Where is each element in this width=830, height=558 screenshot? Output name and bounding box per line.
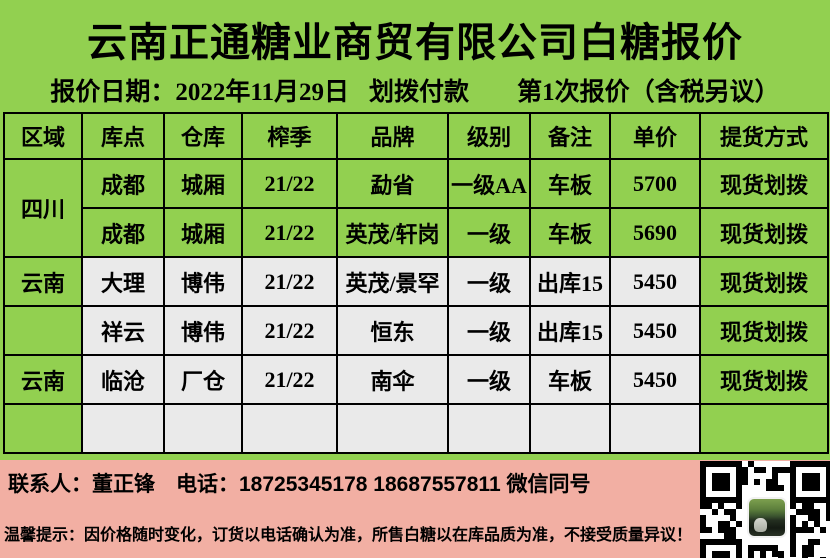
header-cell: 仓库	[163, 112, 243, 160]
table-cell: 一级AA	[447, 158, 531, 209]
table-row	[3, 403, 829, 454]
table-cell: 四川	[3, 158, 83, 258]
table-cell: 大理	[81, 256, 165, 307]
table-row: 四川 成都 城厢 21/22 勐省 一级AA 车板 5700 现货划拨	[3, 158, 829, 258]
page-title: 云南正通糖业商贸有限公司白糖报价	[87, 20, 743, 65]
table-cell: 5450	[609, 256, 701, 307]
table-cell: 车板	[529, 354, 611, 405]
table-cell	[336, 403, 449, 454]
table-cell: 城厢	[163, 207, 243, 258]
table-cell: 5450	[609, 305, 701, 356]
table-cell: 出库15	[529, 256, 611, 307]
table-cell: 现货划拨	[699, 305, 829, 356]
table-cell	[163, 403, 243, 454]
notice-line: 温馨提示：因价格随时变化，订货以电话确认为准，所售白糖以在库品质为准，不接受质量…	[4, 527, 693, 544]
price-table: 区域 库点 仓库 榨季 品牌 级别 备注 单价 提货方式 四川 成都 城厢 21/22 勐省 一级AA 车板…	[3, 112, 829, 454]
header-cell: 级别	[447, 112, 531, 160]
table-cell	[3, 305, 83, 356]
price-table-body: 四川 成都 城厢 21/22 勐省 一级AA 车板 5700 现货划拨 成都 城厢 21/22 英茂/轩…	[3, 158, 829, 454]
header-cell: 备注	[529, 112, 611, 160]
table-cell: 成都	[81, 158, 165, 209]
table-row: 云南 大理 博伟 21/22 英茂/景罕 一级 出库15 5450 现货划拨	[3, 256, 829, 307]
contact-line: 联系人：董正锋 电话：18725345178 18687557811 微信同号	[8, 473, 591, 496]
table-cell	[81, 403, 165, 454]
quote-date: 报价日期：2022年11月29日	[50, 79, 350, 106]
table-cell: 车板	[529, 158, 611, 209]
table-cell: 5700	[609, 158, 701, 209]
table-cell: 现货划拨	[699, 158, 829, 209]
table-cell: 厂仓	[163, 354, 243, 405]
header-cell: 单价	[609, 112, 701, 160]
table-cell: 一级	[447, 256, 531, 307]
table-cell: 21/22	[241, 207, 338, 258]
table-row: 成都 城厢 21/22 英茂/轩岗 一级 车板 5690 现货划拨	[4, 207, 829, 258]
header-cell: 品牌	[336, 112, 449, 160]
table-row: 祥云 博伟 21/22 恒东 一级 出库15 5450 现货划拨	[3, 305, 829, 356]
header-cell: 库点	[81, 112, 165, 160]
table-cell	[447, 403, 531, 454]
table-cell: 现货划拨	[699, 354, 829, 405]
table-row: 云南 临沧 厂仓 21/22 南伞 一级 车板 5450 现货划拨	[3, 354, 829, 405]
quote-meta-line: 报价日期：2022年11月29日 划拨付款 第1次报价（含税另议）	[0, 72, 830, 108]
table-cell: 21/22	[241, 354, 338, 405]
table-cell: 一级	[447, 207, 531, 258]
table-cell: 祥云	[81, 305, 165, 356]
table-cell: 英茂/景罕	[336, 256, 449, 307]
qr-center-logo-icon	[747, 497, 787, 538]
footer-band: 联系人：董正锋 电话：18725345178 18687557811 微信同号 …	[0, 460, 830, 558]
table-cell: 南伞	[336, 354, 449, 405]
qr-pattern	[700, 461, 830, 558]
header-cell: 榨季	[241, 112, 338, 160]
table-cell: 21/22	[241, 256, 338, 307]
table-cell: 博伟	[163, 256, 243, 307]
header-cell: 区域	[3, 112, 83, 160]
header-row: 区域 库点 仓库 榨季 品牌 级别 备注 单价 提货方式	[3, 112, 829, 160]
table-cell: 恒东	[336, 305, 449, 356]
table-cell: 临沧	[81, 354, 165, 405]
table-cell	[241, 403, 338, 454]
table-cell: 一级	[447, 354, 531, 405]
quote-round: 第1次报价（含税另议）	[517, 79, 780, 106]
table-cell: 勐省	[336, 158, 449, 209]
table-cell	[609, 403, 701, 454]
table-cell: 5450	[609, 354, 701, 405]
table-cell: 云南	[3, 354, 83, 405]
table-cell: 21/22	[241, 305, 338, 356]
wechat-qr-code-icon	[700, 461, 830, 558]
header-cell: 提货方式	[699, 112, 829, 160]
payment-method: 划拨付款	[369, 79, 470, 106]
table-cell: 5690	[609, 207, 701, 258]
table-cell: 21/22	[241, 158, 338, 209]
table-cell: 现货划拨	[699, 256, 829, 307]
table-cell: 出库15	[529, 305, 611, 356]
table-cell: 城厢	[163, 158, 243, 209]
table-cell: 博伟	[163, 305, 243, 356]
table-cell: 英茂/轩岗	[336, 207, 449, 258]
table-cell: 现货划拨	[699, 207, 829, 258]
table-cell	[3, 403, 83, 454]
table-cell	[699, 403, 829, 454]
table-cell	[529, 403, 611, 454]
table-cell: 一级	[447, 305, 531, 356]
table-cell: 云南	[3, 256, 83, 307]
table-cell: 车板	[529, 207, 611, 258]
table-cell: 成都	[81, 207, 165, 258]
